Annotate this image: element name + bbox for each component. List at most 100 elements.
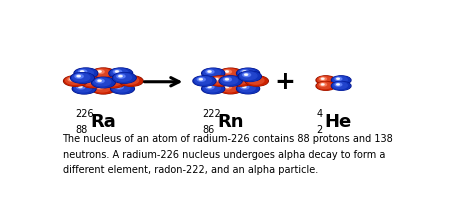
Circle shape [202, 84, 225, 94]
Circle shape [237, 68, 260, 78]
Circle shape [331, 82, 351, 90]
Circle shape [91, 68, 115, 79]
Circle shape [223, 78, 231, 81]
Circle shape [96, 85, 104, 89]
Circle shape [113, 70, 122, 74]
Circle shape [215, 79, 218, 80]
Circle shape [219, 84, 242, 94]
Circle shape [333, 77, 347, 83]
Circle shape [230, 76, 252, 86]
Circle shape [66, 77, 83, 84]
Text: neutrons. A radium-226 nucleus undergoes alpha decay to form a: neutrons. A radium-226 nucleus undergoes… [63, 150, 385, 160]
Circle shape [210, 76, 231, 86]
Circle shape [109, 68, 133, 79]
Circle shape [337, 84, 339, 85]
Circle shape [321, 78, 324, 79]
Circle shape [243, 71, 246, 72]
Circle shape [103, 78, 125, 87]
Circle shape [111, 83, 135, 94]
Circle shape [332, 76, 350, 84]
Circle shape [81, 71, 84, 72]
Circle shape [236, 79, 239, 80]
Circle shape [77, 75, 80, 77]
Circle shape [82, 78, 104, 87]
Circle shape [244, 74, 248, 75]
Circle shape [206, 85, 214, 89]
Circle shape [72, 73, 93, 83]
Circle shape [115, 74, 131, 81]
Circle shape [219, 68, 242, 78]
Circle shape [204, 69, 220, 76]
Circle shape [221, 77, 238, 84]
Circle shape [92, 78, 114, 87]
Circle shape [76, 85, 85, 89]
Circle shape [73, 74, 90, 81]
Text: +: + [274, 70, 295, 94]
Circle shape [124, 78, 132, 81]
Circle shape [117, 86, 121, 88]
Circle shape [221, 69, 238, 76]
Circle shape [70, 78, 73, 80]
Circle shape [83, 78, 100, 86]
Circle shape [238, 71, 261, 81]
Circle shape [204, 85, 220, 92]
Circle shape [86, 79, 94, 83]
Circle shape [318, 77, 332, 83]
Text: 88: 88 [76, 125, 88, 135]
Circle shape [78, 70, 87, 74]
Circle shape [199, 79, 202, 80]
Circle shape [115, 85, 123, 89]
Circle shape [87, 80, 91, 81]
Circle shape [320, 83, 327, 86]
Circle shape [94, 78, 111, 86]
Circle shape [321, 84, 324, 85]
Circle shape [119, 76, 143, 86]
Circle shape [318, 82, 332, 89]
Circle shape [79, 86, 82, 88]
Circle shape [209, 76, 232, 86]
Circle shape [239, 72, 261, 81]
Circle shape [335, 77, 342, 80]
Circle shape [75, 74, 83, 78]
Circle shape [202, 84, 224, 93]
Circle shape [96, 79, 104, 83]
Circle shape [96, 70, 104, 74]
Circle shape [243, 73, 251, 77]
Circle shape [63, 76, 87, 86]
Circle shape [126, 78, 129, 80]
Circle shape [223, 85, 231, 89]
Circle shape [208, 86, 211, 88]
Circle shape [237, 84, 260, 94]
Text: He: He [324, 113, 351, 131]
Circle shape [68, 78, 76, 81]
Circle shape [98, 71, 101, 72]
Circle shape [332, 82, 350, 90]
Circle shape [108, 80, 112, 81]
Circle shape [246, 76, 267, 86]
Text: 222: 222 [202, 109, 221, 119]
Circle shape [317, 82, 335, 90]
Circle shape [102, 77, 126, 88]
Circle shape [111, 69, 128, 77]
Circle shape [211, 77, 227, 84]
Text: 86: 86 [202, 125, 215, 135]
Circle shape [238, 85, 255, 92]
Text: 4: 4 [316, 109, 322, 119]
Text: Ra: Ra [90, 113, 116, 131]
Circle shape [98, 80, 101, 81]
Circle shape [113, 73, 135, 83]
Circle shape [225, 79, 229, 80]
Circle shape [110, 68, 132, 78]
Circle shape [76, 69, 93, 77]
Circle shape [241, 85, 249, 89]
Circle shape [117, 74, 125, 78]
Circle shape [238, 69, 259, 78]
Circle shape [112, 84, 133, 93]
Circle shape [238, 84, 259, 93]
Circle shape [91, 77, 115, 88]
Circle shape [250, 78, 257, 81]
Circle shape [220, 84, 241, 93]
Text: different element, radon-222, and an alpha particle.: different element, radon-222, and an alp… [63, 165, 318, 175]
Circle shape [337, 78, 339, 79]
Circle shape [252, 79, 255, 80]
